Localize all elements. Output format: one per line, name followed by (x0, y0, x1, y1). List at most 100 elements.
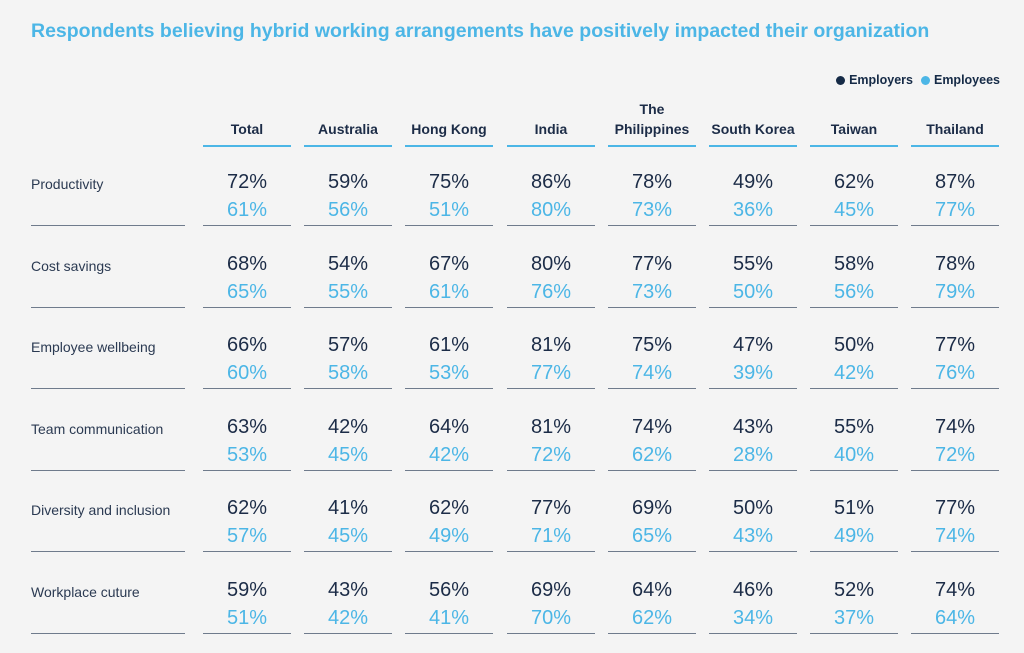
table-cell: 59% 56% (304, 168, 392, 224)
employers-value: 41% (327, 497, 369, 519)
row-divider (304, 388, 392, 389)
legend-item-employees: Employees (920, 73, 1000, 87)
table-cell: 52% 37% (810, 576, 898, 632)
table-cell: 72% 61% (203, 168, 291, 224)
row-label-diversity-and-inclusion: Diversity and inclusion (31, 502, 171, 518)
employers-value: 54% (327, 253, 369, 275)
employers-value: 61% (428, 334, 470, 356)
row-divider (911, 470, 999, 471)
employees-value: 61% (428, 281, 470, 303)
employees-value: 43% (732, 525, 774, 547)
table-cell: 81% 77% (507, 331, 595, 387)
row-divider (405, 633, 493, 634)
row-divider (304, 551, 392, 552)
column-header-india: India (534, 121, 568, 137)
table-cell: 66% 60% (203, 331, 291, 387)
row-divider (507, 388, 595, 389)
table-cell: 74% 64% (911, 576, 999, 632)
employees-value: 74% (631, 362, 673, 384)
row-divider (608, 307, 696, 308)
employers-value: 52% (833, 579, 875, 601)
row-divider (608, 388, 696, 389)
row-label-cost-savings: Cost savings (31, 258, 112, 274)
table-cell: 77% 73% (608, 250, 696, 306)
employees-value: 39% (732, 362, 774, 384)
employees-value: 37% (833, 607, 875, 629)
legend-item-employers: Employers (836, 73, 913, 87)
employers-value: 74% (934, 416, 976, 438)
employees-value: 49% (833, 525, 875, 547)
table-cell: 74% 72% (911, 413, 999, 469)
employees-value: 45% (833, 199, 875, 221)
employees-value: 53% (226, 444, 268, 466)
employers-value: 80% (530, 253, 572, 275)
employers-value: 63% (226, 416, 268, 438)
employers-value: 64% (631, 579, 673, 601)
employees-value: 62% (631, 607, 673, 629)
row-divider (203, 225, 291, 226)
row-divider (31, 633, 185, 634)
table-cell: 59% 51% (203, 576, 291, 632)
employers-value: 86% (530, 171, 572, 193)
row-divider (405, 551, 493, 552)
employers-value: 49% (732, 171, 774, 193)
row-divider (709, 307, 797, 308)
employers-value: 74% (631, 416, 673, 438)
row-label-team-communication: Team communication (31, 421, 164, 437)
employees-value: 74% (934, 525, 976, 547)
employees-value: 49% (428, 525, 470, 547)
employees-value: 45% (327, 525, 369, 547)
row-divider (911, 225, 999, 226)
row-divider (203, 633, 291, 634)
row-divider (709, 470, 797, 471)
employers-value: 81% (530, 334, 572, 356)
employees-value: 42% (428, 444, 470, 466)
row-divider (608, 633, 696, 634)
employers-value: 78% (631, 171, 673, 193)
employees-value: 65% (226, 281, 268, 303)
row-label-workplace-cuture: Workplace cuture (31, 584, 140, 600)
employers-value: 59% (327, 171, 369, 193)
table-cell: 61% 53% (405, 331, 493, 387)
employees-value: 50% (732, 281, 774, 303)
employers-value: 43% (327, 579, 369, 601)
employees-value: 76% (530, 281, 572, 303)
employers-value: 62% (428, 497, 470, 519)
row-divider (608, 225, 696, 226)
row-divider (203, 388, 291, 389)
table-cell: 56% 41% (405, 576, 493, 632)
row-divider (31, 307, 185, 308)
row-divider (810, 470, 898, 471)
row-label-employee-wellbeing: Employee wellbeing (31, 339, 156, 355)
table-cell: 46% 34% (709, 576, 797, 632)
employers-value: 78% (934, 253, 976, 275)
employers-value: 66% (226, 334, 268, 356)
chart-title: Respondents believing hybrid working arr… (31, 20, 930, 42)
employers-value: 47% (732, 334, 774, 356)
row-divider (810, 551, 898, 552)
employees-value: 36% (732, 199, 774, 221)
column-header-south-korea: South Korea (711, 121, 795, 137)
employers-value: 57% (327, 334, 369, 356)
employers-value: 55% (732, 253, 774, 275)
employers-value: 72% (226, 171, 268, 193)
row-divider (911, 388, 999, 389)
employers-value: 42% (327, 416, 369, 438)
employees-value: 77% (934, 199, 976, 221)
row-divider (608, 551, 696, 552)
column-header-taiwan: Taiwan (830, 121, 878, 137)
row-divider (31, 388, 185, 389)
employees-dot-icon (920, 75, 930, 85)
employers-value: 55% (833, 416, 875, 438)
employees-value: 53% (428, 362, 470, 384)
row-divider (507, 633, 595, 634)
employers-value: 51% (833, 497, 875, 519)
row-divider (31, 551, 185, 552)
table-cell: 41% 45% (304, 494, 392, 550)
employers-value: 74% (934, 579, 976, 601)
column-header-underline (405, 145, 493, 147)
column-header-underline (709, 145, 797, 147)
row-divider (304, 633, 392, 634)
table-cell: 74% 62% (608, 413, 696, 469)
row-divider (405, 388, 493, 389)
